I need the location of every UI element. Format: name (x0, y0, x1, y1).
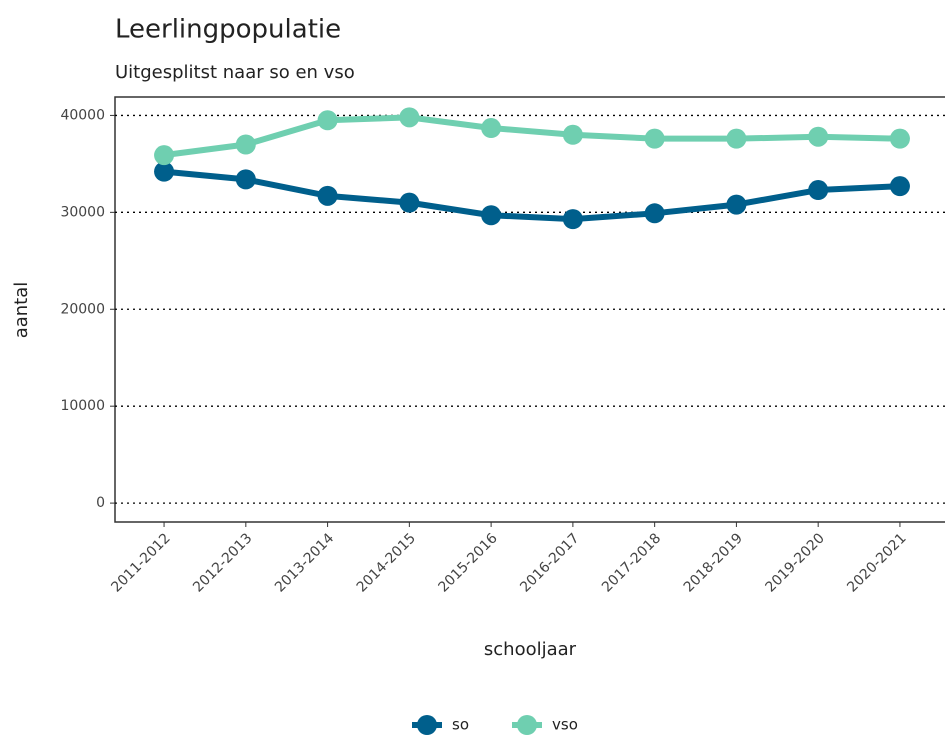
point (154, 161, 175, 182)
y-axis-label: aantal (11, 282, 32, 339)
x-tick-label: 2017-2018 (599, 530, 664, 595)
point (235, 169, 256, 190)
x-tick-label: 2013-2014 (272, 530, 337, 595)
point (235, 134, 256, 155)
chart-subtitle: Uitgesplitst naar so en vso (115, 62, 355, 83)
legend-item: vso (512, 715, 578, 735)
point (317, 185, 338, 206)
point (644, 128, 665, 149)
y-tick-label: 10000 (60, 398, 105, 414)
x-tick-label: 2012-2013 (190, 530, 255, 595)
point (889, 128, 910, 149)
point (726, 194, 747, 215)
x-tick-label: 2015-2016 (435, 530, 500, 595)
y-tick-label: 0 (96, 495, 105, 511)
legend-marker (417, 715, 437, 735)
series-line (163, 168, 901, 223)
y-tick-label: 40000 (60, 107, 105, 123)
point (889, 176, 910, 197)
point (399, 192, 420, 213)
x-tick-label: 2011-2012 (108, 530, 173, 595)
legend-label: vso (552, 716, 578, 734)
point (399, 107, 420, 128)
legend-label: so (452, 716, 469, 734)
x-tick-label: 2019-2020 (763, 530, 828, 595)
point (726, 128, 747, 149)
x-axis-label: schooljaar (484, 639, 577, 660)
legend-marker (517, 715, 537, 735)
legend-item: so (412, 715, 469, 735)
point (562, 209, 583, 230)
point (808, 180, 829, 201)
point (481, 205, 502, 226)
point (808, 126, 829, 147)
x-tick-label: 2018-2019 (681, 530, 746, 595)
x-tick-label: 2014-2015 (354, 530, 419, 595)
x-tick-label: 2020-2021 (844, 530, 909, 595)
series-line (163, 114, 901, 159)
point (317, 110, 338, 131)
point (481, 118, 502, 139)
y-tick-label: 30000 (60, 204, 105, 220)
point (644, 203, 665, 224)
y-tick-label: 20000 (60, 301, 105, 317)
point (154, 145, 175, 166)
point (562, 124, 583, 145)
x-tick-label: 2016-2017 (517, 530, 582, 595)
chart-title: Leerlingpopulatie (115, 15, 341, 45)
